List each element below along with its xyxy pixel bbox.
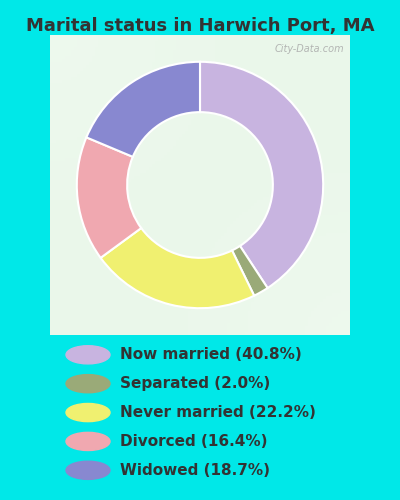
Circle shape <box>66 374 110 393</box>
Circle shape <box>66 404 110 421</box>
Text: Marital status in Harwich Port, MA: Marital status in Harwich Port, MA <box>26 18 374 36</box>
Wedge shape <box>200 62 323 288</box>
Text: Widowed (18.7%): Widowed (18.7%) <box>120 463 270 478</box>
Wedge shape <box>232 246 268 296</box>
Wedge shape <box>77 138 141 258</box>
Text: Never married (22.2%): Never married (22.2%) <box>120 405 316 420</box>
Text: Divorced (16.4%): Divorced (16.4%) <box>120 434 268 449</box>
Circle shape <box>66 461 110 479</box>
Text: City-Data.com: City-Data.com <box>274 44 344 54</box>
Circle shape <box>66 346 110 364</box>
Wedge shape <box>101 228 254 308</box>
Circle shape <box>66 432 110 450</box>
Text: Separated (2.0%): Separated (2.0%) <box>120 376 270 391</box>
Text: Now married (40.8%): Now married (40.8%) <box>120 348 302 362</box>
Wedge shape <box>86 62 200 157</box>
